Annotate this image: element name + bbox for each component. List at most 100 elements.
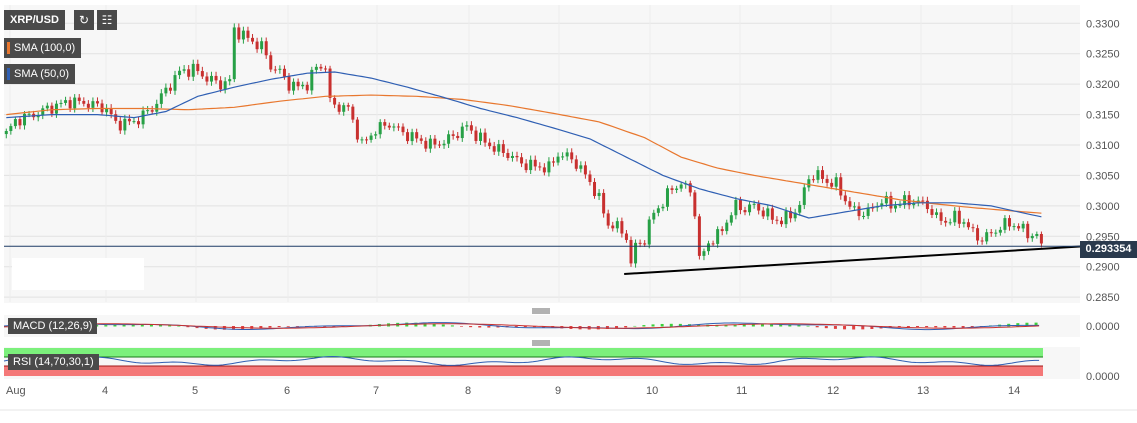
candle-body [465, 125, 469, 127]
pane-divider-handle-rsi[interactable] [532, 340, 550, 346]
macd-histogram-bar [669, 323, 673, 327]
candle-body [451, 134, 455, 136]
refresh-icon[interactable]: ↻ [74, 10, 94, 30]
candle-body [73, 97, 77, 109]
pane-divider-handle-macd[interactable] [532, 308, 550, 314]
macd-histogram-bar [186, 326, 190, 328]
time-tick-label: 6 [284, 385, 290, 397]
candle-body [273, 69, 277, 71]
candle-body [738, 199, 742, 211]
candle-body [597, 192, 601, 197]
rsi-label[interactable]: RSI (14,70,30,1) [8, 354, 99, 370]
candle-body [118, 120, 122, 131]
candle-body [784, 211, 788, 225]
macd-histogram-bar [259, 326, 263, 329]
candle-body [214, 75, 218, 81]
candle-body [27, 113, 31, 115]
candle-body [59, 102, 63, 104]
rsi-oversold-band [4, 366, 1043, 376]
candle-body [1021, 223, 1025, 229]
macd-histogram-bar [222, 326, 226, 330]
candle-body [944, 220, 948, 223]
candle-body [1003, 218, 1007, 230]
candle-body [830, 182, 834, 187]
macd-histogram-bar [906, 326, 910, 328]
candle-body [752, 203, 756, 205]
candle-body [178, 70, 182, 76]
candle-body [237, 27, 241, 40]
macd-histogram-bar [624, 326, 628, 328]
candle-body [821, 170, 825, 179]
macd-histogram-bar [496, 326, 500, 328]
candle-body [501, 144, 505, 153]
candle-body [980, 240, 984, 242]
macd-histogram-bar [523, 326, 527, 328]
price-tick-label: 0.3300 [1086, 18, 1120, 30]
candle-body [54, 103, 58, 114]
symbol-label[interactable]: XRP/USD [4, 10, 65, 30]
candle-body [337, 104, 341, 112]
candle-body [292, 81, 296, 91]
candle-body [196, 63, 200, 72]
macd-histogram-bar [140, 324, 144, 327]
candle-body [816, 170, 820, 180]
macd-histogram-bar [441, 324, 445, 327]
macd-histogram-bar [970, 326, 974, 328]
candle-body [150, 110, 154, 112]
macd-histogram-bar [460, 326, 463, 327]
candle-body [100, 103, 104, 113]
moving-averages [6, 71, 1042, 219]
candle-body [962, 222, 966, 224]
candle-body [729, 215, 733, 223]
candle-body [95, 101, 99, 104]
sma50-legend[interactable]: SMA (50,0) [4, 64, 76, 84]
macd-histogram-bar [1034, 322, 1038, 327]
indicators-icon[interactable]: ☷ [97, 10, 117, 30]
candle-body [693, 192, 697, 217]
candle-body [930, 209, 934, 215]
candle-body [260, 41, 264, 50]
candle-body [743, 210, 747, 213]
candle-body [675, 188, 679, 190]
candle-body [374, 134, 378, 136]
candle-body [219, 80, 223, 90]
candle-body [862, 215, 866, 217]
candle-body [976, 228, 980, 241]
candle-body [287, 76, 291, 91]
candle-body [269, 55, 273, 70]
candle-body [779, 220, 783, 225]
price-axis: 0.3300 0.3250 0.3200 0.3150 0.3100 0.3050 0.30… [1086, 18, 1120, 383]
sma100-label: SMA (100,0) [14, 42, 76, 54]
macd-histogram-bar [852, 326, 856, 330]
macd-histogram-bar [660, 323, 664, 327]
rsi-tick-label: 0.0000 [1086, 371, 1120, 383]
candle-body [948, 222, 952, 224]
candle-body [360, 139, 364, 141]
candle-body [506, 152, 510, 158]
price-tick-label: 0.3100 [1086, 140, 1120, 152]
candle-body [200, 71, 204, 77]
candle-body [82, 100, 86, 104]
sma100-legend[interactable]: SMA (100,0) [4, 38, 82, 58]
candle-body [848, 201, 852, 207]
macd-label[interactable]: MACD (12,26,9) [8, 318, 98, 334]
candle-body [1026, 223, 1030, 239]
candle-body [474, 130, 478, 141]
macd-histogram-bar [861, 326, 865, 330]
candle-body [442, 143, 446, 146]
macd-histogram-bar [277, 326, 281, 328]
macd-histogram-bar [943, 326, 947, 328]
macd-histogram-bar [131, 324, 135, 327]
candle-body [1035, 233, 1039, 236]
macd-histogram-bar [423, 323, 427, 327]
candle-body [884, 195, 888, 204]
candle-body [1007, 218, 1011, 227]
candle-body [697, 216, 701, 256]
candle-body [159, 93, 163, 104]
sma100-line [6, 94, 1042, 214]
candle-body [492, 146, 496, 152]
candle-body [228, 79, 232, 82]
macd-histogram-bar [742, 324, 746, 327]
price-tick-label: 0.3200 [1086, 79, 1120, 91]
